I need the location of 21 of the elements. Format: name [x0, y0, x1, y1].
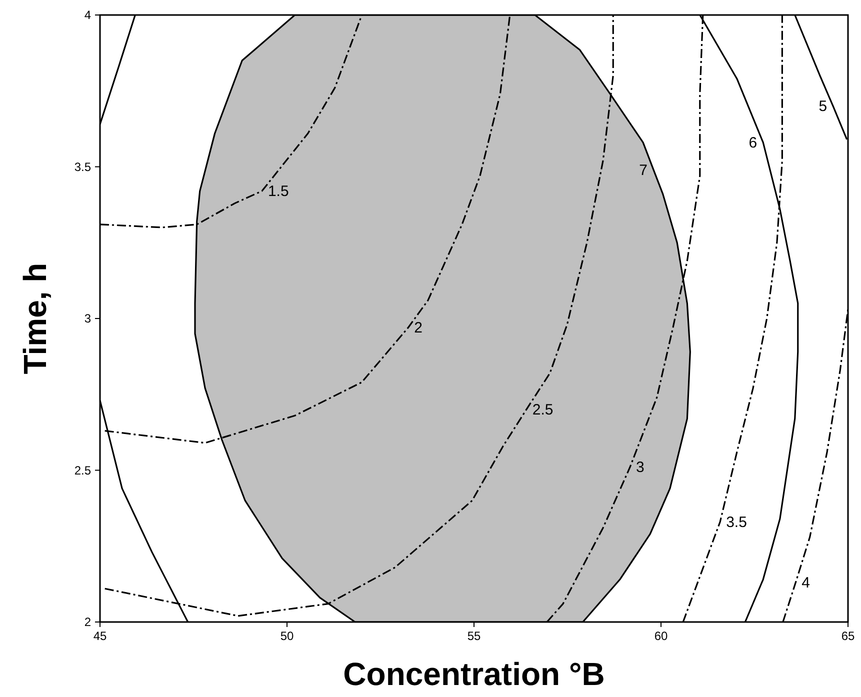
annotation: 4	[802, 574, 810, 592]
annotation: 7	[639, 162, 648, 179]
y-tick-label: 2	[84, 615, 92, 629]
y-tick-label: 3	[84, 312, 92, 326]
annotation: 1.5	[268, 183, 289, 200]
x-tick-label: 60	[654, 629, 668, 643]
annotation: 5	[818, 98, 828, 116]
y-axis-title: Time, h	[17, 262, 53, 374]
y-tick-label: 2.5	[74, 463, 92, 478]
annotation: 6	[748, 134, 758, 152]
annotation: 3.5	[726, 514, 747, 531]
x-tick-label: 65	[841, 629, 855, 643]
y-tick-label: 3.5	[74, 160, 92, 174]
x-axis-title: Concentration °B	[343, 656, 605, 692]
x-tick-label: 45	[93, 629, 107, 643]
x-tick-label: 50	[280, 629, 294, 643]
x-tick-label: 55	[467, 629, 481, 643]
annotation: 2.5	[532, 402, 554, 419]
annotation: 3	[636, 459, 644, 476]
annotation: 2	[414, 320, 423, 337]
y-tick-label: 4	[84, 8, 92, 22]
